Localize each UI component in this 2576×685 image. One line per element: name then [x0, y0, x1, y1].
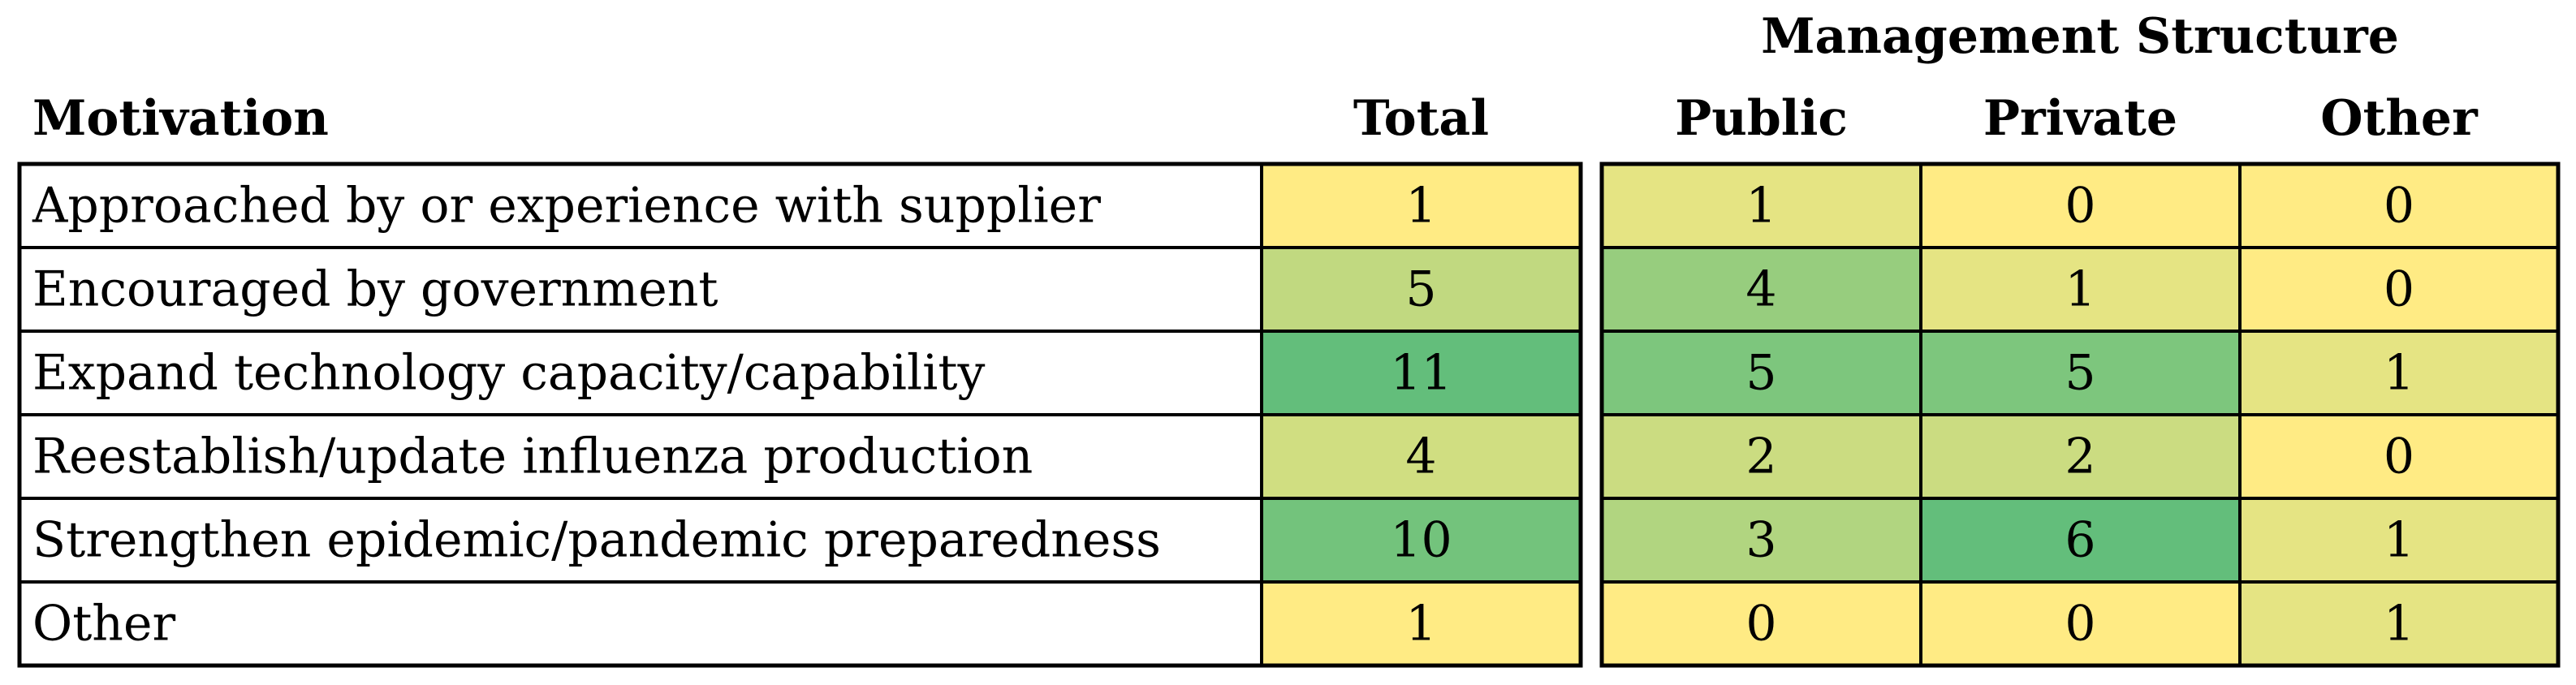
heat-cell [1919, 580, 2242, 667]
cell-value: 5 [2065, 345, 2095, 402]
cell-value: 10 [1390, 512, 1452, 569]
cell-value: 0 [2065, 178, 2095, 235]
cell-value: 0 [2065, 596, 2095, 653]
column-header: Total [1353, 90, 1489, 147]
column-header: Other [2320, 90, 2479, 147]
heat-cell [2238, 246, 2560, 333]
row-label: Reestablish/update influenza production [32, 429, 1033, 485]
cell-value: 0 [2384, 178, 2414, 235]
cell-value: 1 [2384, 596, 2414, 653]
row-label: Encouraged by government [32, 261, 718, 318]
column-header: Private [1983, 90, 2177, 147]
cell-value: 1 [1405, 596, 1436, 653]
cell-value: 0 [2384, 261, 2414, 318]
cell-value: 2 [2065, 429, 2095, 485]
heat-cell [1260, 497, 1582, 584]
cell-value: 4 [1405, 429, 1436, 485]
cell-value: 0 [2384, 429, 2414, 485]
row-label: Other [32, 596, 175, 653]
heat-cell [1260, 162, 1582, 249]
cell-value: 1 [2065, 261, 2095, 318]
column-header: Motivation [32, 90, 329, 147]
heat-cell [1260, 330, 1582, 416]
cell-value: 1 [1745, 178, 1776, 235]
heat-cell [1919, 330, 2242, 416]
row-label: Approached by or experience with supplie… [32, 178, 1101, 235]
cell-value: 1 [2384, 512, 2414, 569]
cell-value: 5 [1745, 345, 1776, 402]
heat-cell [1919, 413, 2242, 500]
heat-cell [2238, 413, 2560, 500]
cell-value: 11 [1390, 345, 1452, 402]
cell-value: 4 [1745, 261, 1776, 318]
cell-value: 1 [1405, 178, 1436, 235]
row-label-cell [18, 497, 1263, 584]
cell-value: 6 [2065, 512, 2095, 569]
cell-value: 3 [1745, 512, 1776, 569]
block-border [17, 162, 1583, 668]
row-label: Expand technology capacity/capability [32, 345, 985, 402]
cell-value: 0 [1745, 596, 1776, 653]
block-border [1599, 162, 2561, 668]
row-label-cell [18, 580, 1263, 667]
cell-value: 1 [2384, 345, 2414, 402]
cell-value: 5 [1405, 261, 1436, 318]
row-label: Strengthen epidemic/pandemic preparednes… [32, 512, 1161, 569]
cell-value: 2 [1745, 429, 1776, 485]
heat-cell [1260, 413, 1582, 500]
heat-cell [1600, 497, 1922, 584]
row-label-cell [18, 162, 1263, 249]
group-header: Management Structure [1761, 8, 2399, 65]
heat-cell [2238, 580, 2560, 667]
column-header: Public [1675, 90, 1848, 147]
